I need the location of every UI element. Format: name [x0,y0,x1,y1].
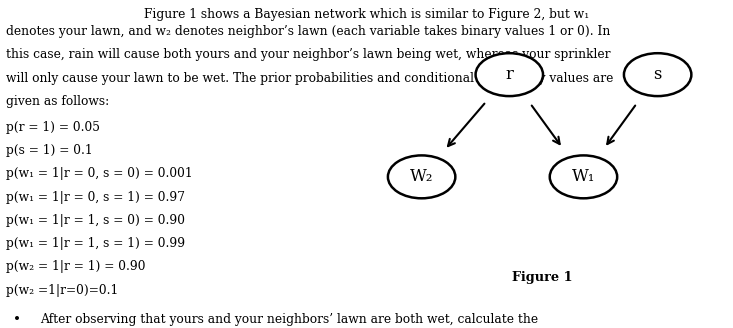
Text: W₁: W₁ [572,168,595,185]
Text: •: • [13,313,21,327]
Text: p(s = 1) = 0.1: p(s = 1) = 0.1 [6,144,92,157]
Ellipse shape [550,155,617,198]
Text: p(w₁ = 1|r = 0, s = 0) = 0.001: p(w₁ = 1|r = 0, s = 0) = 0.001 [6,167,193,180]
Text: given as follows:: given as follows: [6,95,109,109]
Text: p(w₂ =1|r=0)=0.1: p(w₂ =1|r=0)=0.1 [6,284,118,297]
Text: denotes your lawn, and w₂ denotes neighbor’s lawn (each variable takes binary va: denotes your lawn, and w₂ denotes neighb… [6,25,611,38]
Text: p(w₂ = 1|r = 1) = 0.90: p(w₂ = 1|r = 1) = 0.90 [6,260,145,274]
Ellipse shape [476,53,543,96]
Text: will only cause your lawn to be wet. The prior probabilities and conditional pro: will only cause your lawn to be wet. The… [6,72,614,85]
Text: Figure 1: Figure 1 [512,271,572,284]
Ellipse shape [624,53,691,96]
Text: W₂: W₂ [410,168,433,185]
Text: r: r [505,66,513,83]
Text: p(w₁ = 1|r = 1, s = 0) = 0.90: p(w₁ = 1|r = 1, s = 0) = 0.90 [6,214,185,227]
Text: p(w₁ = 1|r = 1, s = 1) = 0.99: p(w₁ = 1|r = 1, s = 1) = 0.99 [6,237,185,250]
Text: p(w₁ = 1|r = 0, s = 1) = 0.97: p(w₁ = 1|r = 0, s = 1) = 0.97 [6,191,185,204]
Text: After observing that yours and your neighbors’ lawn are both wet, calculate the: After observing that yours and your neig… [40,313,539,326]
Text: p(r = 1) = 0.05: p(r = 1) = 0.05 [6,121,100,134]
Text: s: s [653,66,662,83]
Ellipse shape [388,155,455,198]
Text: Figure 1 shows a Bayesian network which is similar to Figure 2, but w₁: Figure 1 shows a Bayesian network which … [144,8,589,21]
Text: this case, rain will cause both yours and your neighbor’s lawn being wet, wherea: this case, rain will cause both yours an… [6,48,611,61]
